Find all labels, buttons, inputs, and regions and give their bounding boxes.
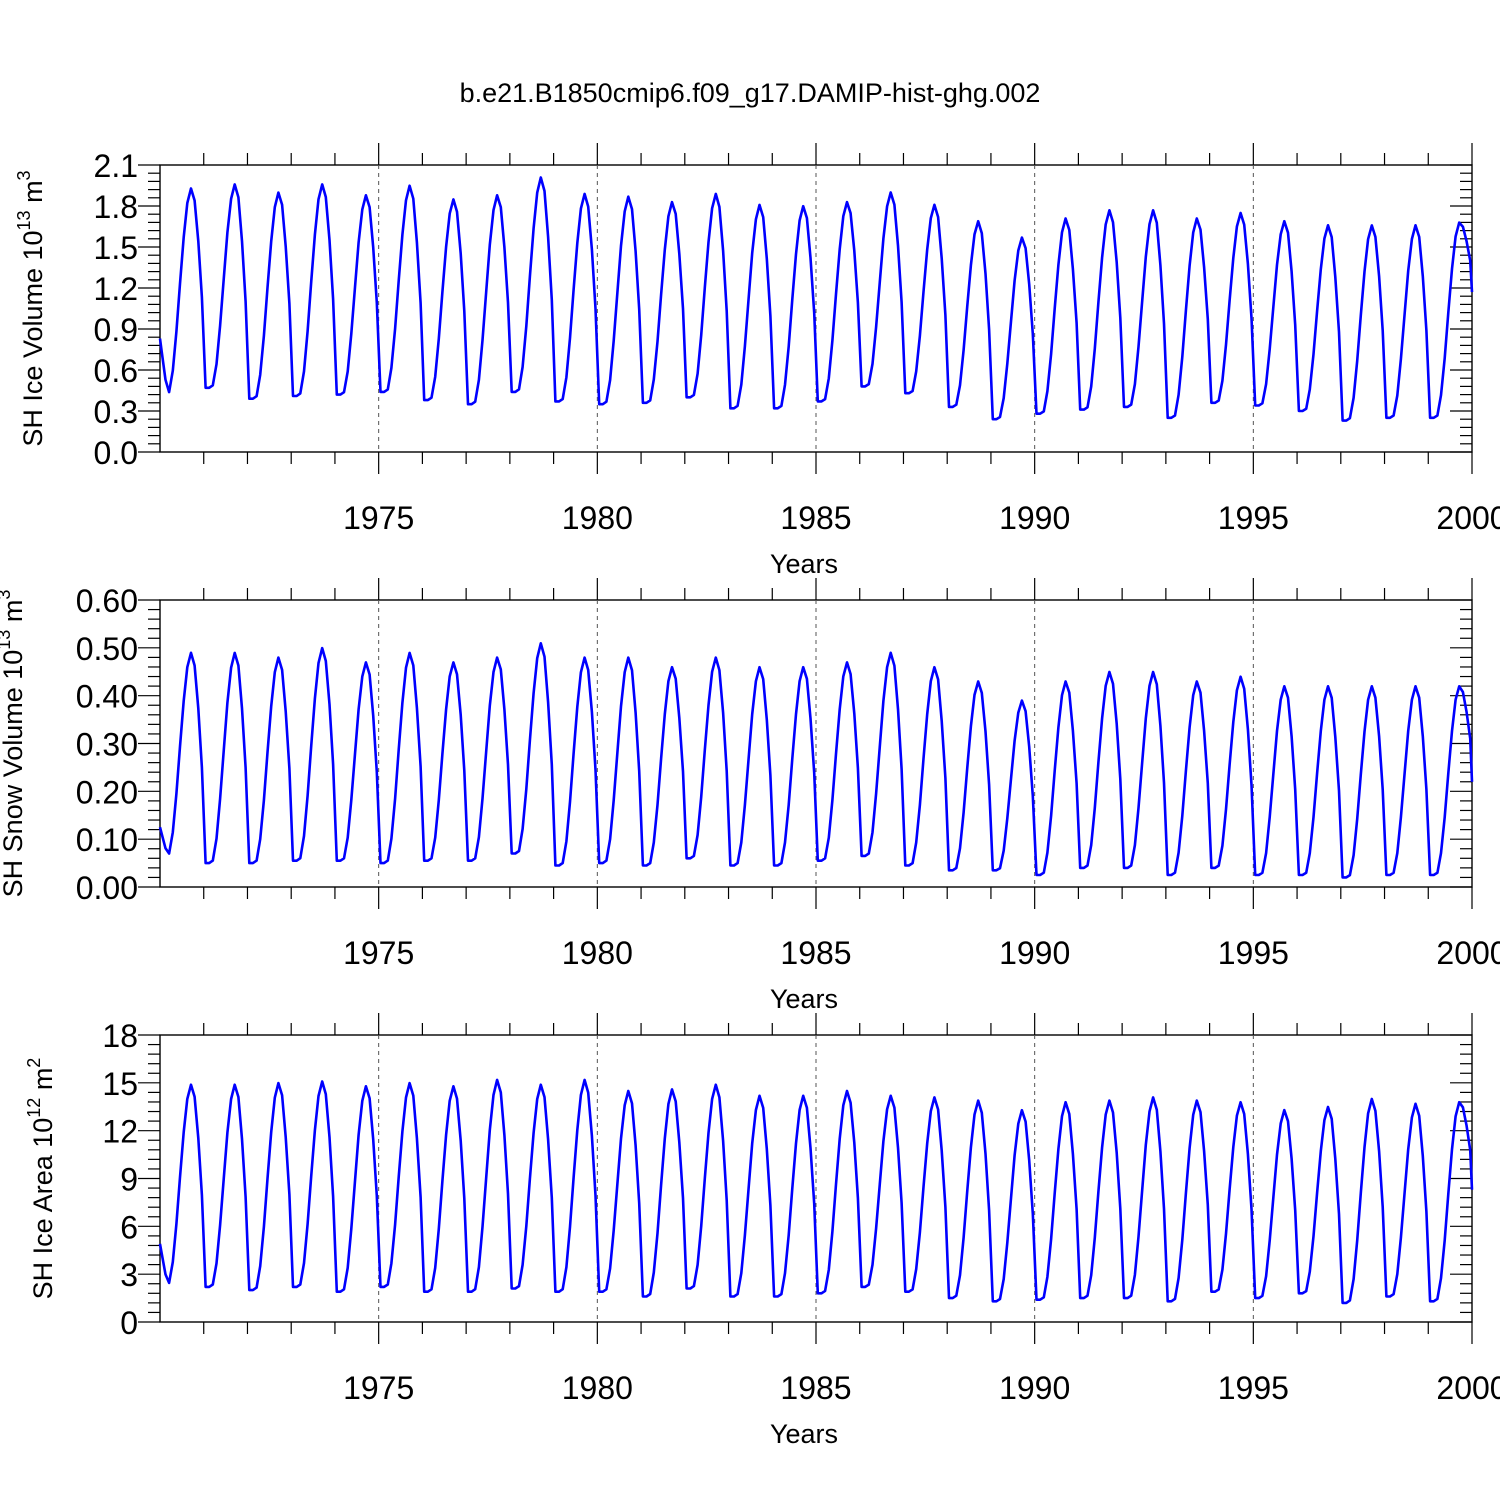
y-tick-label: 0 [120, 1305, 138, 1341]
panel-ice-volume: 1975 1980 1985 1990 1995 2000 Years 0.0 0.3 0.6 0.… [14, 143, 1500, 579]
y-tick-label: 0.60 [76, 583, 138, 619]
y-axis-label-unit: m [18, 180, 48, 210]
y-axis-label-unit-exponent: 3 [0, 590, 14, 600]
x-tick-label: 1990 [999, 1370, 1070, 1406]
x-tick-label: 1990 [999, 500, 1070, 536]
y-axis-label-unit-exponent: 2 [24, 1058, 44, 1068]
y-axis-label-unit: m [28, 1068, 58, 1098]
x-tick-label: 1975 [343, 935, 414, 971]
panel-ice-area: 1975 1980 1985 1990 1995 2000 Years 0 3 6 9 12 15 18 S… [24, 1013, 1500, 1449]
y-tick-label: 0.50 [76, 631, 138, 667]
y-tick-label: 0.40 [76, 679, 138, 715]
x-tick-label: 1985 [780, 935, 851, 971]
x-tick-label: 2000 [1436, 500, 1500, 536]
y-axis-label-main: SH Snow Volume 10 [0, 650, 28, 898]
x-tick-label: 1985 [780, 1370, 851, 1406]
panel-snow-volume: 1975 1980 1985 1990 1995 2000 Years 0.00 0.10 0.2… [0, 578, 1500, 1014]
x-tick-label: 2000 [1436, 935, 1500, 971]
y-axis-label-exponent: 13 [14, 210, 34, 230]
y-tick-label: 0.00 [76, 870, 138, 906]
x-tick-label: 1995 [1218, 1370, 1289, 1406]
y-tick-label: 0.3 [94, 394, 138, 430]
y-axis-label-unit-exponent: 3 [14, 170, 34, 180]
y-axis-label: SH Snow Volume 1013 m3 [0, 590, 28, 898]
x-tick-label: 1980 [562, 500, 633, 536]
y-tick-label: 12 [102, 1114, 138, 1150]
y-axis-label-main: SH Ice Volume 10 [18, 230, 48, 446]
y-axis-label-exponent: 13 [0, 630, 14, 650]
y-tick-label: 0.10 [76, 822, 138, 858]
x-tick-label: 1980 [562, 935, 633, 971]
series-line [158, 176, 1474, 422]
y-tick-label: 1.8 [94, 189, 138, 225]
series-line [158, 1078, 1474, 1305]
x-tick-label: 1975 [343, 500, 414, 536]
x-axis-label: Years [770, 1419, 838, 1449]
y-tick-label: 6 [120, 1209, 138, 1245]
y-axis-label-unit: m [0, 600, 28, 630]
x-tick-label: 1990 [999, 935, 1070, 971]
x-tick-label: 1995 [1218, 935, 1289, 971]
x-tick-label: 1985 [780, 500, 851, 536]
y-tick-label: 0.20 [76, 774, 138, 810]
x-tick-label: 2000 [1436, 1370, 1500, 1406]
y-tick-label: 0.0 [94, 435, 138, 471]
y-tick-label: 2.1 [94, 148, 138, 184]
figure-title: b.e21.B1850cmip6.f09_g17.DAMIP-hist-ghg.… [460, 78, 1041, 108]
y-tick-label: 3 [120, 1257, 138, 1293]
y-axis-label: SH Ice Area 1012 m2 [24, 1058, 58, 1300]
y-tick-label: 1.5 [94, 230, 138, 266]
x-tick-label: 1995 [1218, 500, 1289, 536]
x-tick-label: 1980 [562, 1370, 633, 1406]
x-tick-label: 1975 [343, 1370, 414, 1406]
y-tick-label: 0.6 [94, 353, 138, 389]
series-line [158, 642, 1474, 879]
y-tick-label: 1.2 [94, 271, 138, 307]
y-tick-label: 9 [120, 1162, 138, 1198]
x-axis-label: Years [770, 549, 838, 579]
y-tick-label: 0.30 [76, 727, 138, 763]
y-tick-label: 0.9 [94, 312, 138, 348]
y-tick-label: 18 [102, 1018, 138, 1054]
y-axis-label-main: SH Ice Area 10 [28, 1118, 58, 1300]
y-axis-label-exponent: 12 [24, 1098, 44, 1118]
y-tick-label: 15 [102, 1066, 138, 1102]
x-axis-label: Years [770, 984, 838, 1014]
y-axis-label: SH Ice Volume 1013 m3 [14, 170, 48, 446]
